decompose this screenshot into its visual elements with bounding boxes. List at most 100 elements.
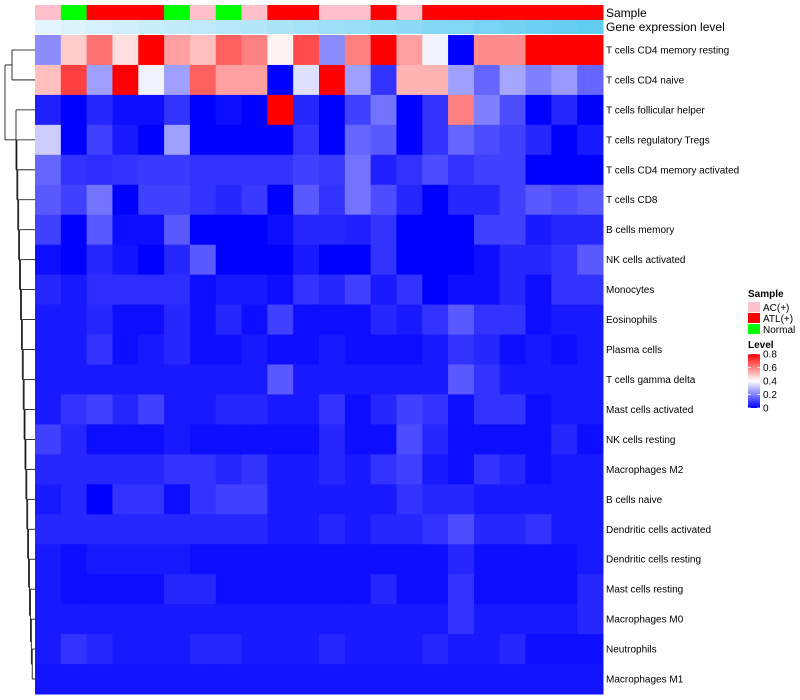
heatmap-cell <box>473 454 501 485</box>
heatmap-cell <box>112 544 139 575</box>
heatmap-cell <box>422 544 449 575</box>
heatmap-cell <box>293 35 320 66</box>
heatmap-cell <box>577 184 604 216</box>
sample-annotation-cell <box>396 5 423 20</box>
heatmap-cell <box>319 124 346 156</box>
heatmap-cell <box>215 334 243 365</box>
gene-expression-cell <box>293 20 320 34</box>
heatmap-cell <box>293 184 320 216</box>
heatmap-cell <box>241 274 268 306</box>
heatmap-cell <box>473 184 501 216</box>
heatmap-cell <box>189 64 217 96</box>
heatmap-cell <box>241 35 268 66</box>
heatmap-cell <box>35 184 62 216</box>
heatmap-cell <box>525 604 552 635</box>
heatmap-cell <box>473 424 501 455</box>
heatmap-cell <box>189 664 217 695</box>
heatmap-cell <box>215 604 243 635</box>
heatmap-cell <box>241 154 268 186</box>
row-label: NK cells resting <box>606 435 675 446</box>
heatmap-cell <box>35 574 62 605</box>
heatmap-cell <box>319 574 346 605</box>
heatmap-cell <box>215 514 243 545</box>
heatmap-cell <box>60 334 88 365</box>
heatmap-cell <box>241 664 268 695</box>
heatmap-cell <box>267 184 294 216</box>
heatmap-cell <box>215 544 243 575</box>
heatmap-cell <box>138 124 165 156</box>
heatmap-cell <box>293 664 320 695</box>
heatmap-cell <box>422 64 449 96</box>
heatmap-cell <box>370 154 397 186</box>
heatmap-cell <box>164 154 191 186</box>
heatmap-cell <box>344 484 372 515</box>
row-label: Dendritic cells resting <box>606 555 701 566</box>
heatmap-cell <box>267 634 294 665</box>
heatmap-cell <box>215 124 243 156</box>
heatmap-cell <box>293 574 320 605</box>
heatmap-cell <box>525 574 552 605</box>
heatmap-cell <box>86 574 113 605</box>
level-legend-title: Level <box>748 340 774 351</box>
heatmap-cell <box>344 394 372 425</box>
heatmap-cell <box>86 274 113 306</box>
heatmap-cell <box>499 94 527 126</box>
heatmap-cell <box>577 124 604 156</box>
heatmap-cell <box>35 394 62 425</box>
gene-expression-cell <box>422 20 449 34</box>
row-label: T cells regulatory Tregs <box>606 135 710 146</box>
heatmap-cell <box>499 214 527 246</box>
heatmap-cell <box>164 574 191 605</box>
level-tick-label: 0 <box>763 404 769 415</box>
level-tick-label: 0.8 <box>763 350 777 361</box>
heatmap-cell <box>448 364 475 395</box>
heatmap-cell <box>60 454 88 485</box>
heatmap-cell <box>189 544 217 575</box>
heatmap-cell <box>525 304 552 336</box>
heatmap-cell <box>473 364 501 395</box>
heatmap-cell <box>112 64 139 96</box>
heatmap-cell <box>319 604 346 635</box>
heatmap-cell <box>60 64 88 96</box>
heatmap-cell <box>422 664 449 695</box>
heatmap-cell <box>215 184 243 216</box>
heatmap-cell <box>344 64 372 96</box>
gene-expression-cell <box>396 20 423 34</box>
heatmap-cell <box>86 214 113 246</box>
heatmap-cell <box>293 334 320 365</box>
heatmap-cell <box>86 35 113 66</box>
heatmap-cell <box>35 154 62 186</box>
sample-annotation-cell <box>60 5 88 20</box>
heatmap-cell <box>473 274 501 306</box>
heatmap-cell <box>35 334 62 365</box>
heatmap-cell <box>215 304 243 336</box>
row-label: T cells gamma delta <box>606 375 696 386</box>
heatmap-cell <box>60 214 88 246</box>
heatmap-cell <box>189 634 217 665</box>
heatmap-cell <box>293 364 320 395</box>
heatmap-cell <box>164 514 191 545</box>
sample-annotation-cell <box>189 5 217 20</box>
heatmap-cell <box>267 484 294 515</box>
heatmap-cell <box>448 304 475 336</box>
heatmap-cell <box>344 244 372 276</box>
heatmap-cell <box>473 154 501 186</box>
heatmap-cell <box>499 154 527 186</box>
gene-expression-cell <box>344 20 372 34</box>
heatmap-cell <box>577 664 604 695</box>
heatmap-cell <box>293 454 320 485</box>
gene-expression-cell <box>370 20 397 34</box>
heatmap-cell <box>215 274 243 306</box>
heatmap-cell <box>551 334 578 365</box>
heatmap-cell <box>86 634 113 665</box>
heatmap-cell <box>35 604 62 635</box>
heatmap-cell <box>241 214 268 246</box>
heatmap-cell <box>215 364 243 395</box>
gene-expression-cell <box>473 20 501 34</box>
heatmap-cell <box>35 364 62 395</box>
heatmap-cell <box>499 484 527 515</box>
heatmap-cell <box>448 124 475 156</box>
heatmap-cell <box>35 454 62 485</box>
heatmap-cell <box>241 334 268 365</box>
heatmap-cell <box>293 544 320 575</box>
